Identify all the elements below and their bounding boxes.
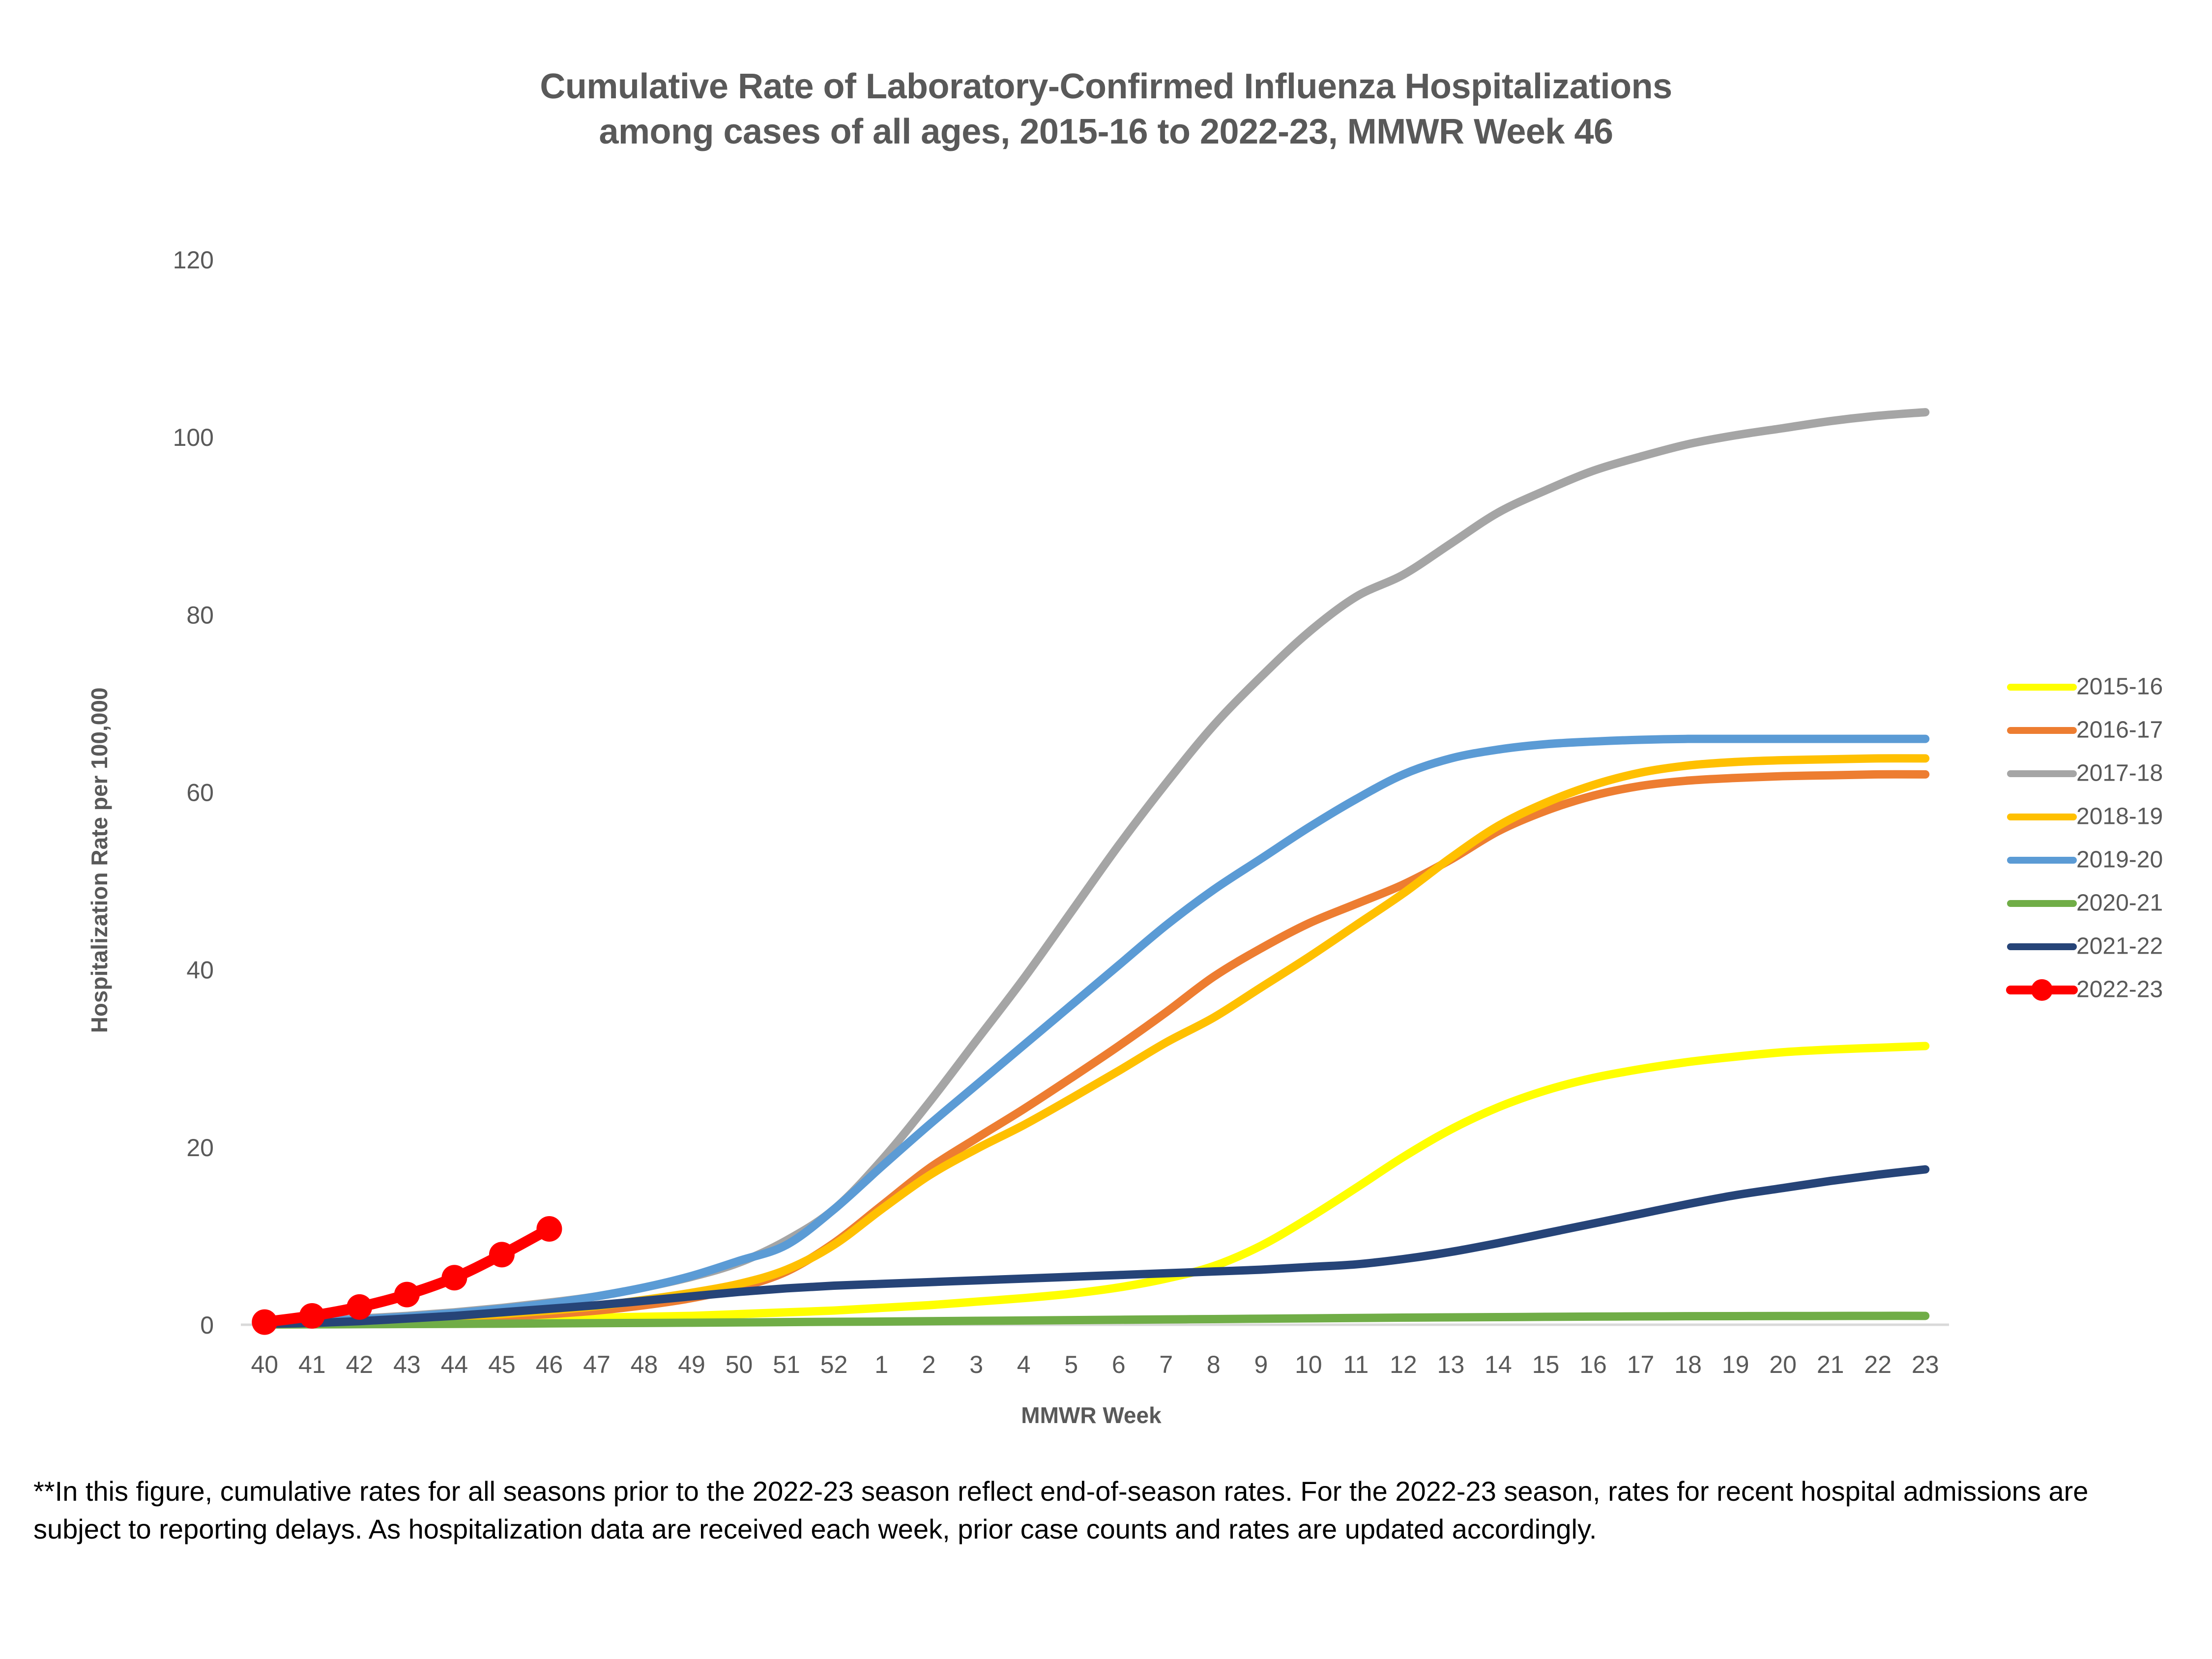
figure-footnote: **In this figure, cumulative rates for a…	[33, 1476, 2089, 1545]
series-2017-18	[260, 408, 1930, 1327]
x-tick-label: 20	[1769, 1351, 1797, 1378]
x-tick-label: 3	[969, 1351, 983, 1378]
x-tick-label: 18	[1674, 1351, 1702, 1378]
x-tick-label: 13	[1437, 1351, 1465, 1378]
data-point-marker	[489, 1242, 515, 1268]
legend-item-2022-23[interactable]: 2022-23	[2006, 977, 2163, 1003]
x-tick-label: 8	[1207, 1351, 1221, 1378]
x-tick-label: 6	[1112, 1351, 1126, 1378]
series-2015-16	[260, 1042, 1930, 1328]
x-tick-label: 23	[1912, 1351, 1939, 1378]
x-tick-label: 47	[583, 1351, 611, 1378]
series-line	[260, 1311, 1930, 1329]
x-tick-label: 14	[1484, 1351, 1512, 1378]
y-axis-title: Hospitalization Rate per 100,000	[87, 687, 112, 1033]
x-tick-label: 9	[1254, 1351, 1268, 1378]
legend-item-2015-16[interactable]: 2015-16	[2007, 674, 2163, 700]
legend-item-2016-17[interactable]: 2016-17	[2007, 717, 2163, 743]
legend-item-2019-20[interactable]: 2019-20	[2007, 847, 2163, 873]
x-tick-label: 19	[1722, 1351, 1749, 1378]
y-tick-label: 100	[173, 424, 214, 451]
legend-item-2021-22[interactable]: 2021-22	[2007, 933, 2163, 960]
x-tick-label: 2	[922, 1351, 936, 1378]
series-layer	[252, 408, 1930, 1335]
x-tick-label: 49	[678, 1351, 705, 1378]
x-tick-label: 41	[298, 1351, 326, 1378]
legend-label: 2018-19	[2076, 804, 2163, 830]
x-tick-label: 45	[488, 1351, 516, 1378]
legend-label: 2020-21	[2076, 890, 2163, 916]
series-2019-20	[260, 734, 1930, 1327]
legend-marker-icon	[2031, 979, 2053, 1001]
x-tick-label: 44	[441, 1351, 468, 1378]
legend-label: 2022-23	[2076, 977, 2163, 1003]
series-line	[260, 754, 1930, 1328]
x-tick-label: 12	[1390, 1351, 1417, 1378]
x-tick-label: 16	[1579, 1351, 1607, 1378]
legend-item-2018-19[interactable]: 2018-19	[2007, 804, 2163, 830]
y-tick-label: 80	[186, 601, 214, 629]
x-tick-label: 22	[1864, 1351, 1892, 1378]
legend-item-2020-21[interactable]: 2020-21	[2007, 890, 2163, 916]
x-tick-label: 17	[1627, 1351, 1655, 1378]
series-line	[260, 734, 1930, 1327]
y-tick-label: 20	[186, 1134, 214, 1162]
series-line	[260, 770, 1930, 1328]
x-tick-label: 48	[631, 1351, 658, 1378]
x-tick-label: 42	[346, 1351, 374, 1378]
data-point-marker	[252, 1309, 278, 1335]
y-tick-label: 120	[173, 246, 214, 274]
x-tick-label: 4	[1017, 1351, 1031, 1378]
data-point-marker	[394, 1281, 420, 1308]
legend-item-2017-18[interactable]: 2017-18	[2007, 760, 2163, 786]
x-tick-label: 52	[820, 1351, 848, 1378]
x-tick-label: 1	[874, 1351, 888, 1378]
y-tick-label: 60	[186, 779, 214, 807]
x-tick-label: 50	[726, 1351, 753, 1378]
legend-label: 2015-16	[2076, 674, 2163, 700]
legend-label: 2016-17	[2076, 717, 2163, 743]
y-tick-label: 40	[186, 957, 214, 984]
series-2020-21	[260, 1311, 1930, 1329]
x-tick-label: 21	[1817, 1351, 1844, 1378]
x-tick-label: 10	[1295, 1351, 1322, 1378]
x-tick-label: 7	[1159, 1351, 1173, 1378]
series-2022-23	[252, 1216, 562, 1335]
series-line	[260, 1042, 1930, 1328]
series-2018-19	[260, 754, 1930, 1328]
chart-legend: 2015-16 2016-17 2017-18 2018-19 2019-20 2020-…	[2006, 674, 2163, 1003]
series-line	[260, 408, 1930, 1327]
legend-label: 2017-18	[2076, 760, 2163, 786]
data-point-marker	[347, 1294, 373, 1320]
data-point-marker	[299, 1303, 325, 1329]
series-2016-17	[260, 770, 1930, 1328]
x-tick-label: 40	[251, 1351, 278, 1378]
legend-label: 2021-22	[2076, 933, 2163, 960]
x-axis-title: MMWR Week	[1021, 1402, 1162, 1428]
y-tick-label: 0	[200, 1311, 214, 1339]
series-line	[260, 1165, 1930, 1328]
series-2021-22	[260, 1165, 1930, 1328]
legend-label: 2019-20	[2076, 847, 2163, 873]
x-tick-label: 15	[1532, 1351, 1560, 1378]
x-tick-label: 11	[1343, 1351, 1368, 1378]
x-tick-label: 51	[773, 1351, 800, 1378]
data-point-marker	[441, 1265, 467, 1291]
x-tick-labels: 40 41 42 43 44 45 46 47 48 49 50 51 52 1 2 3 4 5 6 7 8 9 10 11 1…	[251, 1351, 1939, 1378]
data-point-marker	[536, 1216, 562, 1242]
x-tick-label: 43	[393, 1351, 421, 1378]
x-tick-label: 5	[1064, 1351, 1078, 1378]
y-tick-labels: 0 20 40 60 80 100 120	[173, 246, 214, 1339]
x-tick-label: 46	[536, 1351, 563, 1378]
